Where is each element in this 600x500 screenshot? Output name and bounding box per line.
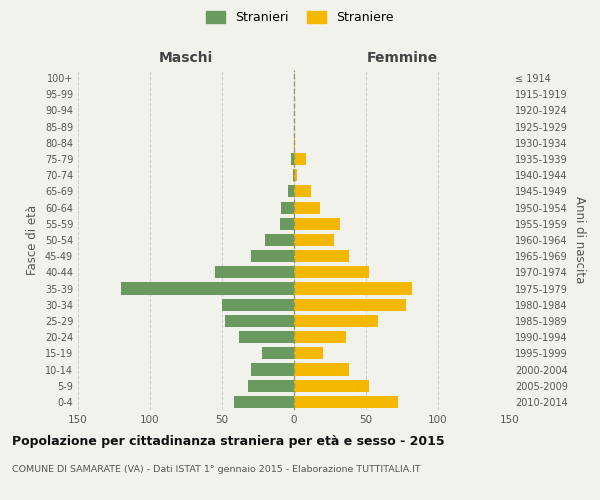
Bar [294,202,320,213]
Bar [222,298,294,311]
Bar [262,348,294,360]
Text: COMUNE DI SAMARATE (VA) - Dati ISTAT 1° gennaio 2015 - Elaborazione TUTTITALIA.I: COMUNE DI SAMARATE (VA) - Dati ISTAT 1° … [12,465,421,474]
Bar [294,218,340,230]
Bar [280,218,294,230]
Bar [121,282,294,294]
Bar [265,234,294,246]
Bar [294,396,398,408]
Bar [294,266,369,278]
Bar [294,250,349,262]
Bar [288,186,294,198]
Bar [251,364,294,376]
Bar [251,250,294,262]
Bar [291,153,294,165]
Bar [294,364,349,376]
Bar [294,348,323,360]
Bar [239,331,294,343]
Bar [294,298,406,311]
Bar [294,380,369,392]
Legend: Stranieri, Straniere: Stranieri, Straniere [202,6,398,29]
Bar [233,396,294,408]
Bar [294,186,311,198]
Bar [294,315,377,327]
Bar [294,137,295,149]
Bar [248,380,294,392]
Bar [294,153,305,165]
Bar [215,266,294,278]
Bar [294,282,412,294]
Text: Popolazione per cittadinanza straniera per età e sesso - 2015: Popolazione per cittadinanza straniera p… [12,435,445,448]
Y-axis label: Anni di nascita: Anni di nascita [573,196,586,284]
Bar [225,315,294,327]
Text: Maschi: Maschi [159,51,213,65]
Bar [294,331,346,343]
Bar [294,169,297,181]
Bar [281,202,294,213]
Bar [293,169,294,181]
Bar [294,234,334,246]
Text: Femmine: Femmine [367,51,437,65]
Y-axis label: Fasce di età: Fasce di età [26,205,39,275]
